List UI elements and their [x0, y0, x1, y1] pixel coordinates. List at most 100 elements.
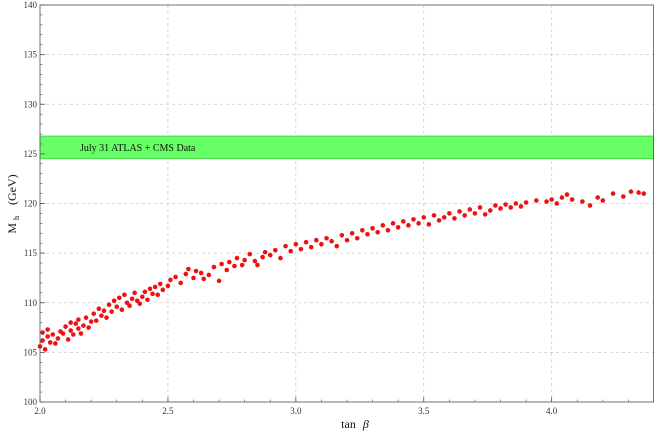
- data-point: [124, 300, 130, 306]
- data-point: [260, 254, 265, 260]
- data-point: [487, 208, 493, 213]
- data-point: [628, 189, 634, 194]
- data-point: [344, 237, 350, 243]
- data-point: [109, 309, 114, 314]
- data-point: [101, 308, 107, 313]
- data-point: [242, 257, 247, 263]
- data-point: [234, 255, 240, 261]
- band-label: July 31 ATLAS + CMS Data: [80, 143, 196, 154]
- data-point: [385, 227, 391, 233]
- data-point: [308, 244, 314, 250]
- data-point: [76, 317, 81, 322]
- data-point: [78, 331, 84, 336]
- data-point: [127, 303, 132, 309]
- data-point: [227, 259, 232, 265]
- data-point: [104, 315, 109, 320]
- data-point: [191, 275, 196, 281]
- y-tick-label: 120: [24, 199, 38, 209]
- data-point: [319, 241, 324, 247]
- data-point: [518, 204, 524, 209]
- data-point: [99, 313, 104, 318]
- data-point: [493, 203, 498, 208]
- data-point: [178, 280, 184, 286]
- data-point: [198, 270, 204, 276]
- data-point: [587, 203, 593, 208]
- data-point: [360, 227, 365, 233]
- x-axis-title-text: tan: [341, 417, 356, 431]
- data-point: [349, 230, 355, 236]
- data-point: [267, 252, 273, 258]
- data-point: [534, 198, 539, 203]
- data-point: [559, 195, 565, 200]
- data-point: [467, 207, 473, 212]
- data-point: [206, 272, 212, 278]
- y-axis-title-sub: h: [12, 216, 21, 220]
- data-point: [564, 192, 570, 197]
- data-point: [155, 292, 160, 298]
- data-point: [595, 195, 601, 200]
- y-tick-label: 125: [24, 149, 38, 159]
- data-point: [554, 201, 560, 206]
- data-point: [523, 200, 529, 205]
- data-point: [114, 304, 120, 310]
- y-tick-label: 135: [24, 50, 38, 60]
- data-point: [324, 235, 329, 241]
- y-axis-ticks: 100 105 110 115 120 125 130 135 140: [24, 0, 45, 407]
- data-point: [298, 246, 304, 252]
- data-point: [395, 225, 401, 230]
- data-point: [273, 247, 278, 253]
- data-point: [119, 307, 125, 312]
- data-point: [45, 334, 50, 339]
- data-point: [68, 328, 73, 333]
- data-point: [503, 202, 508, 207]
- data-point: [122, 292, 127, 298]
- data-point: [621, 194, 626, 199]
- x-axis-title-symbol: β: [362, 417, 369, 431]
- y-axis-title-unit: (GeV): [5, 174, 19, 205]
- data-point: [83, 315, 89, 320]
- data-point: [252, 258, 258, 264]
- data-point: [239, 262, 245, 268]
- data-point: [452, 216, 457, 221]
- x-axis-ticks: 2.0 2.5 3.0 3.5 4.0: [34, 397, 654, 416]
- data-point: [421, 215, 427, 220]
- x-tick-label: 2.5: [162, 406, 174, 416]
- data-point: [513, 201, 519, 206]
- y-tick-label: 115: [24, 248, 38, 258]
- y-tick-label: 100: [24, 397, 38, 407]
- data-point: [610, 191, 616, 196]
- data-point: [140, 294, 145, 300]
- data-point: [168, 277, 173, 283]
- data-point: [96, 306, 102, 312]
- data-points: [37, 189, 647, 352]
- data-point: [42, 347, 48, 352]
- data-point: [641, 191, 647, 196]
- data-point: [441, 215, 447, 220]
- y-axis-title: M h (GeV): [5, 174, 22, 233]
- data-point: [370, 226, 375, 231]
- data-point: [165, 283, 171, 289]
- data-point: [457, 209, 462, 214]
- data-point: [447, 211, 452, 216]
- data-point: [436, 218, 442, 223]
- data-point: [91, 311, 97, 316]
- x-tick-label: 4.0: [546, 406, 558, 416]
- data-point: [157, 281, 163, 287]
- data-point: [134, 298, 140, 304]
- data-point: [406, 223, 411, 228]
- y-axis-title-main: M: [5, 223, 19, 234]
- data-point: [431, 213, 437, 218]
- data-point: [278, 255, 283, 261]
- y-tick-label: 105: [24, 347, 38, 357]
- x-tick-label: 3.0: [290, 406, 302, 416]
- data-point: [53, 341, 58, 346]
- data-point: [45, 327, 50, 332]
- data-point: [288, 248, 294, 254]
- data-point: [183, 271, 189, 277]
- y-tick-label: 130: [24, 99, 38, 109]
- data-point: [232, 263, 237, 269]
- data-point: [544, 199, 549, 204]
- data-point: [255, 262, 260, 268]
- data-point: [247, 251, 253, 257]
